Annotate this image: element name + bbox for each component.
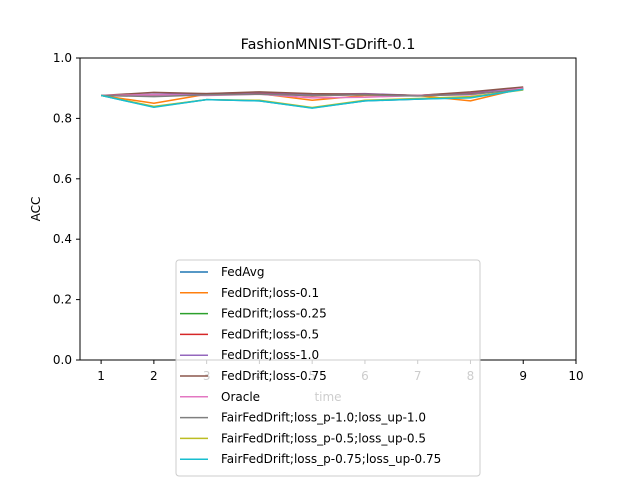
legend-label: FedAvg — [221, 265, 264, 279]
x-tick-label: 9 — [519, 369, 527, 383]
legend-label: FedDrift;loss-1.0 — [221, 348, 319, 362]
y-axis-label: ACC — [29, 197, 43, 222]
y-tick-label: 0.8 — [53, 111, 72, 125]
x-tick-label: 2 — [150, 369, 158, 383]
legend-label: FedDrift;loss-0.1 — [221, 286, 319, 300]
legend: FedAvg FedDrift;loss-0.1 FedDrift;loss-0.2… — [175, 259, 481, 477]
legend-label: FedDrift;loss-0.25 — [221, 307, 327, 321]
series-line-5 — [101, 86, 524, 97]
legend-box — [175, 259, 481, 477]
legend-label: Oracle — [221, 390, 260, 404]
series-line-7 — [101, 88, 524, 98]
x-tick-label: 10 — [568, 369, 583, 383]
y-tick-label: 0.6 — [53, 172, 72, 186]
legend-label: FedDrift;loss-0.5 — [221, 327, 319, 341]
legend-label: FairFedDrift;loss_p-0.5;loss_up-0.5 — [221, 431, 426, 445]
chart-title: FashionMNIST-GDrift-0.1 — [241, 37, 416, 53]
legend-label: FairFedDrift;loss_p-0.75;loss_up-0.75 — [221, 452, 441, 466]
y-tick-label: 1.0 — [53, 51, 72, 65]
y-tick-label: 0.4 — [53, 232, 72, 246]
legend-label: FedDrift;loss-0.75 — [221, 369, 327, 383]
plot-area: 12345678910 0.00.20.40.60.81.0 — [53, 51, 584, 383]
series-line-1 — [100, 87, 524, 105]
y-tick-label: 0.0 — [53, 353, 72, 367]
series-lines — [100, 86, 524, 109]
y-axis-ticks: 0.0 0.2 0.4 0.6 0.8 1.0 — [53, 51, 80, 367]
legend-label: FairFedDrift;loss_p-1.0;loss_up-1.0 — [221, 411, 426, 425]
x-tick-label: 1 — [97, 369, 105, 383]
series-line-9 — [100, 88, 524, 109]
y-tick-label: 0.2 — [53, 293, 72, 307]
